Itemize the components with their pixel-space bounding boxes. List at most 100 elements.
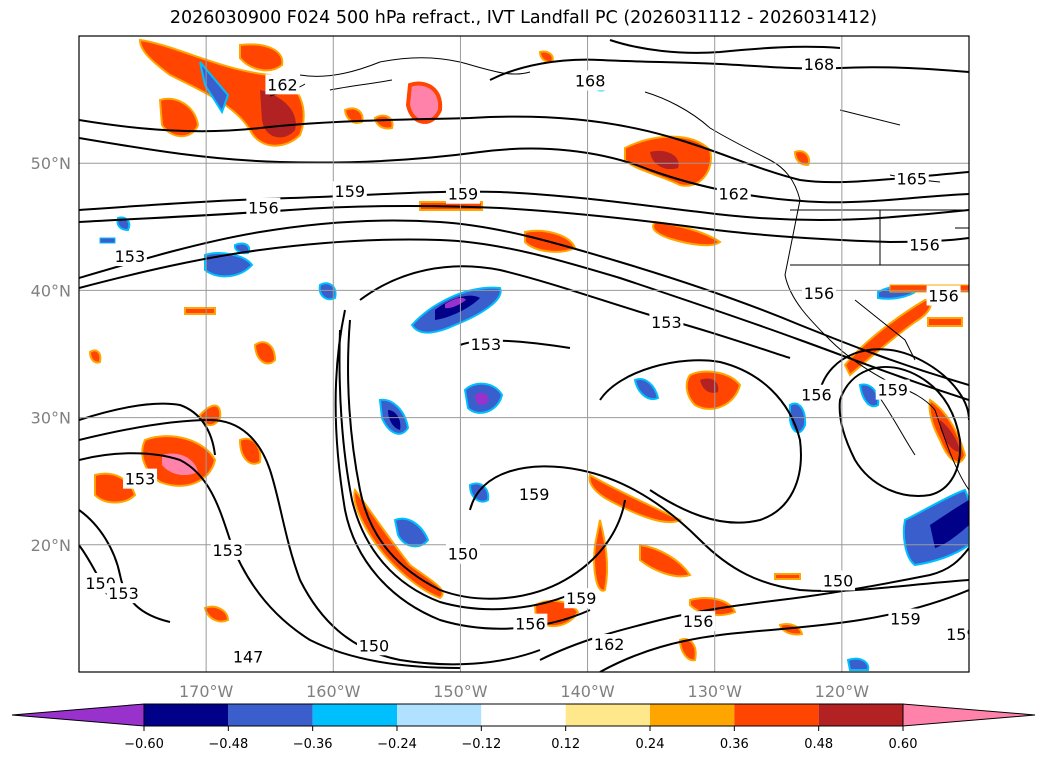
latitude-label: 40°N	[31, 281, 71, 300]
colorbar-segment	[565, 704, 650, 726]
contour-label: 156	[909, 236, 940, 255]
longitude-label: 170°W	[179, 682, 234, 701]
contour-label: 153	[471, 335, 502, 354]
colorbar-segment	[481, 704, 566, 726]
longitude-label: 160°W	[306, 682, 361, 701]
contour-label-background	[821, 570, 856, 591]
contour-label: 159	[566, 589, 597, 608]
contour-label-background	[875, 379, 910, 400]
colorbar-tick-label: 0.48	[804, 737, 833, 752]
contour-label-background	[592, 634, 627, 655]
colorbar-segment	[650, 704, 735, 726]
colorbar-frame	[143, 703, 904, 727]
contour-label: 159	[890, 610, 921, 629]
contour-label-background	[564, 588, 599, 609]
contour-label-background	[926, 285, 961, 306]
contour-label: 153	[108, 584, 139, 603]
contour-label-background	[445, 543, 480, 564]
contour-label-background	[888, 608, 923, 629]
colorbar-extend-min	[11, 703, 145, 727]
colorbar-segment	[228, 704, 313, 726]
map-plot-area	[79, 36, 969, 672]
colorbar-tick-label: 0.60	[889, 737, 918, 752]
contour-label-background	[649, 312, 684, 333]
contour-label: 153	[651, 313, 682, 332]
contour-label-background	[106, 583, 141, 604]
colorbar-tick-label: −0.24	[377, 737, 417, 752]
contour-label: 147	[233, 648, 264, 667]
colorbar-tick-label: −0.48	[208, 737, 248, 752]
contour-label: 168	[804, 55, 835, 74]
colorbar-segment	[397, 704, 482, 726]
latitude-label: 30°N	[31, 409, 71, 428]
contour-label-background	[799, 384, 834, 405]
contour-label: 159	[335, 182, 366, 201]
grid-layer	[79, 36, 969, 672]
colorbar: −0.60 −0.48 −0.36 −0.24 −0.12 0.12 0.24 0.36 0.4…	[11, 703, 1036, 752]
map-frame	[78, 35, 970, 673]
contour-label: 159	[946, 625, 977, 644]
latitude-labels: 50°N 40°N 30°N 20°N	[31, 154, 71, 555]
coastline-layer	[269, 57, 969, 491]
contour-label: 159	[519, 485, 550, 504]
contour-label-background	[573, 70, 608, 91]
contour-label: 156	[248, 199, 279, 218]
contour-label: 168	[575, 72, 606, 91]
colorbar-tick-label: −0.60	[124, 737, 164, 752]
colorbar-segment	[144, 704, 229, 726]
contour-label-background	[332, 181, 367, 202]
contour-label-background	[265, 74, 300, 95]
latitude-label: 20°N	[31, 536, 71, 555]
contour-label-background	[231, 646, 266, 667]
contour-label: 162	[719, 185, 750, 204]
contour-label-background	[907, 234, 942, 255]
contour-label: 150	[448, 545, 479, 564]
contour-label-background	[801, 53, 836, 74]
contour-label: 156	[928, 286, 959, 305]
colorbar-segment	[818, 704, 903, 726]
contour-label-background	[356, 635, 391, 656]
colorbar-tick-label: −0.36	[293, 737, 333, 752]
contour-label: 162	[267, 75, 298, 94]
latitude-label: 50°N	[31, 154, 71, 173]
colorbar-segment	[312, 704, 397, 726]
colorbar-tick-label: 0.36	[720, 737, 749, 752]
contour-label-background	[445, 183, 480, 204]
colorbar-extend-max	[902, 703, 1036, 727]
contour-label-background	[468, 333, 503, 354]
contour-label: 156	[683, 612, 714, 631]
contour-label: 162	[594, 635, 625, 654]
contour-label-background	[894, 168, 929, 189]
contour-label: 153	[212, 541, 243, 560]
contour-label: 159	[448, 185, 479, 204]
contour-label: 153	[125, 470, 156, 489]
colorbar-tick-label: 0.12	[551, 737, 580, 752]
contour-label-background	[513, 613, 548, 634]
map-title: 2026030900 F024 500 hPa refract., IVT La…	[169, 8, 878, 28]
contour-label: 150	[823, 571, 854, 590]
colorbar-tick-label: −0.12	[461, 737, 501, 752]
contour-label-background	[681, 611, 716, 632]
contour-label-background	[112, 246, 147, 267]
contour-label-background	[210, 539, 245, 560]
contour-label-background	[716, 183, 751, 204]
contour-label: 165	[897, 169, 928, 188]
contour-label: 153	[115, 247, 146, 266]
colorbar-segment	[734, 704, 819, 726]
longitude-label: 140°W	[560, 682, 615, 701]
contour-label: 150	[359, 636, 390, 655]
contour-label: 156	[801, 386, 832, 405]
contour-label: 156	[515, 615, 546, 634]
longitude-label: 130°W	[688, 682, 743, 701]
height-contour-layer	[79, 39, 969, 672]
longitude-label: 120°W	[815, 682, 870, 701]
longitude-labels: 170°W 160°W 150°W 140°W 130°W 120°W	[179, 682, 869, 701]
contour-label: 159	[877, 381, 908, 400]
contour-label: 156	[804, 284, 835, 303]
contour-label-background	[517, 483, 552, 504]
colorbar-tick-label: 0.24	[636, 737, 665, 752]
contour-label-background	[246, 197, 281, 218]
contour-label-background	[123, 468, 158, 489]
contour-label-layer: 168 168 162 165 162 159 159 156 156 156 156 153 153 1…	[83, 53, 977, 667]
